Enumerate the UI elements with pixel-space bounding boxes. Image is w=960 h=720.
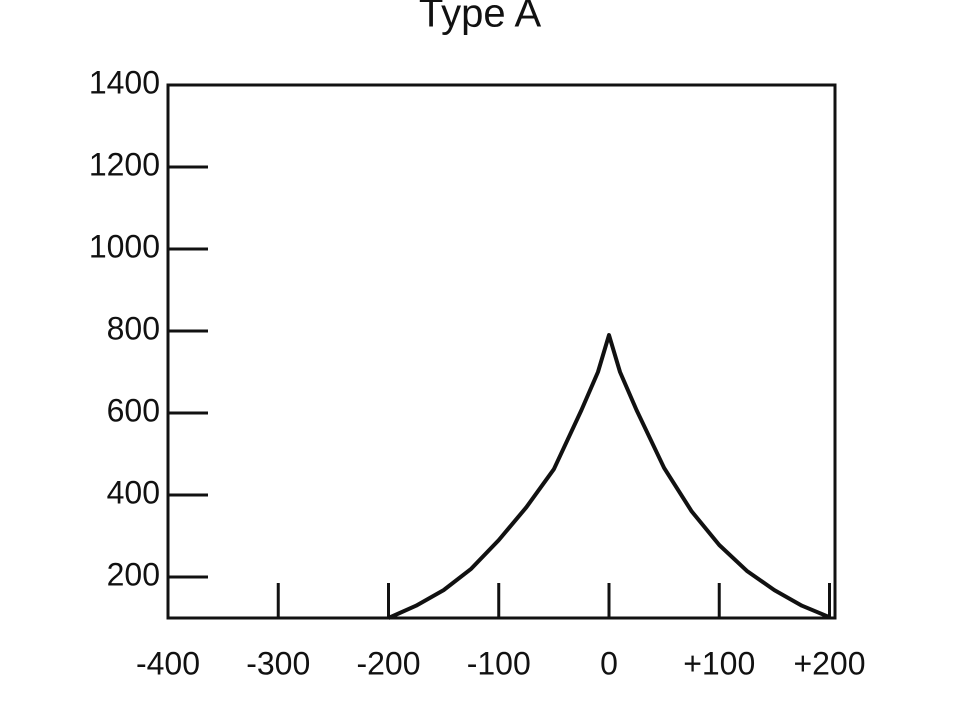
y-tick-label: 800 <box>107 310 160 346</box>
x-tick-label: -200 <box>356 645 420 681</box>
y-tick-label: 1400 <box>89 64 160 100</box>
plot-frame <box>166 83 837 620</box>
y-tick-label: 200 <box>107 556 160 592</box>
x-tick-label: -100 <box>467 645 531 681</box>
chart-title: Type A <box>419 0 542 36</box>
y-tick-label: 1200 <box>89 146 160 182</box>
x-tick-label: -300 <box>246 645 310 681</box>
data-line <box>387 333 831 620</box>
y-tick-label: 1000 <box>89 228 160 264</box>
x-tick-label: +100 <box>683 645 755 681</box>
x-tick-label: -400 <box>136 645 200 681</box>
x-tick-label: 0 <box>600 645 618 681</box>
y-tick-label: 400 <box>107 474 160 510</box>
y-tick-label: 600 <box>107 392 160 428</box>
x-tick-label: +200 <box>793 645 865 681</box>
